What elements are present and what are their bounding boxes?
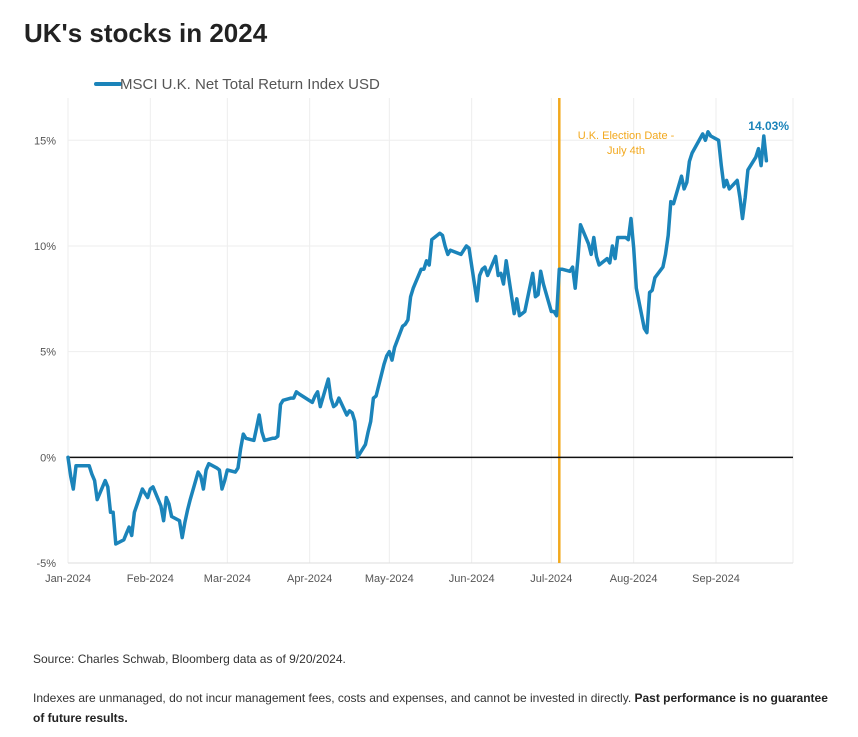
legend: MSCI U.K. Net Total Return Index USD <box>94 76 380 93</box>
x-tick-label: Jan-2024 <box>45 573 91 585</box>
source-note: Source: Charles Schwab, Bloomberg data a… <box>33 652 346 666</box>
y-tick-label: 0% <box>40 452 56 464</box>
x-tick-label: Sep-2024 <box>692 573 740 585</box>
y-tick-label: 15% <box>34 135 56 147</box>
disclaimer-bold: Past performance is no guarantee of futu… <box>33 691 828 725</box>
y-tick-label: -5% <box>36 558 56 570</box>
disclaimer-text: Indexes are unmanaged, do not incur mana… <box>33 691 635 705</box>
x-tick-label: Apr-2024 <box>287 573 332 585</box>
page-title: UK's stocks in 2024 <box>24 18 268 48</box>
x-tick-label: Mar-2024 <box>204 573 251 585</box>
x-tick-label: Jul-2024 <box>530 573 572 585</box>
election-annotation-label: U.K. Election Date - <box>578 130 675 142</box>
election-annotation-label: July 4th <box>607 145 645 157</box>
x-tick-label: Feb-2024 <box>127 573 174 585</box>
legend-label: MSCI U.K. Net Total Return Index USD <box>120 76 380 93</box>
x-tick-label: Aug-2024 <box>610 573 658 585</box>
grid-lines <box>67 98 794 564</box>
annotations: U.K. Election Date - July 4th 14.03% <box>578 119 790 157</box>
disclaimer: Indexes are unmanaged, do not incur mana… <box>33 688 838 728</box>
line-chart: -5% 0% 5% 10% 15% Jan-2024 Feb-2024 Mar-2024 Ap… <box>34 76 794 585</box>
y-axis-ticks: -5% 0% 5% 10% 15% <box>34 135 56 570</box>
series-line <box>66 130 769 546</box>
x-axis-ticks: Jan-2024 Feb-2024 Mar-2024 Apr-2024 May-2024… <box>45 573 740 585</box>
series-layer <box>66 130 769 546</box>
y-tick-label: 10% <box>34 241 56 253</box>
end-value-label: 14.03% <box>748 119 789 133</box>
x-tick-label: May-2024 <box>365 573 414 585</box>
y-tick-label: 5% <box>40 347 56 359</box>
x-tick-label: Jun-2024 <box>449 573 495 585</box>
